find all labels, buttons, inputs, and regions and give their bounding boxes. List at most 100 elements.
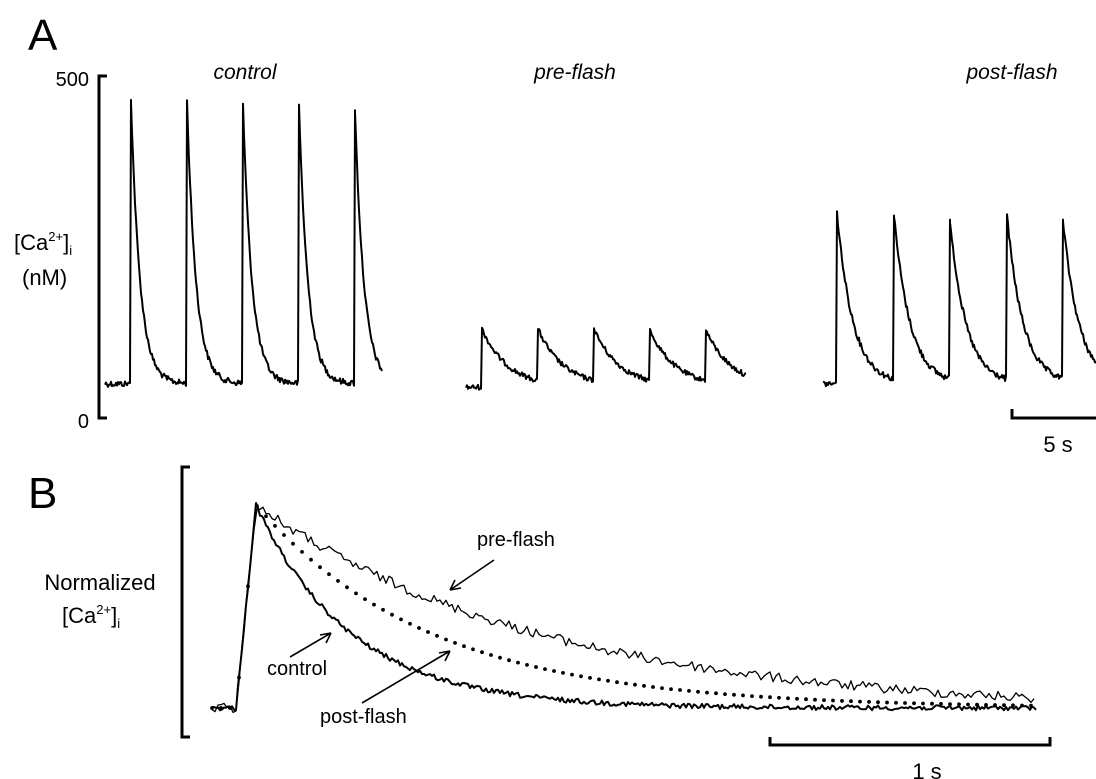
panel-b-control-point	[894, 700, 898, 705]
panel-b-control-point	[399, 617, 403, 622]
panel-b-control-point	[336, 579, 340, 583]
panel-a-title-control: control	[213, 61, 277, 84]
panel-b-control-point	[804, 697, 808, 702]
panel-b-control-point	[669, 687, 673, 691]
panel-b-control-point	[714, 691, 718, 696]
panel-b-arrow-post-flash	[361, 650, 451, 704]
panel-b-control-point	[264, 514, 268, 519]
panel-a-ylabel: [Ca2+]i	[14, 229, 72, 258]
panel-b-control-point	[768, 695, 772, 700]
panel-b-control-point	[453, 641, 457, 645]
panel-b-control-point	[840, 699, 844, 703]
panel-b-control-point	[273, 524, 277, 528]
panel-b-control-point	[642, 684, 646, 688]
panel-b-control-point	[588, 676, 592, 680]
panel-b-control-point	[354, 591, 358, 596]
panel-a-letter: A	[28, 11, 58, 60]
panel-b-control-point	[525, 663, 529, 667]
panel-b-control-point	[561, 671, 565, 675]
panel-b-control-point	[795, 696, 799, 701]
panel-b-control-point	[579, 674, 583, 679]
panel-b-control-point	[678, 688, 682, 692]
panel-b-arrow-control	[289, 632, 332, 658]
panel-b-control-point	[858, 699, 862, 704]
panel-b-control-point	[813, 697, 817, 702]
panel-b-control-point	[606, 678, 610, 683]
panel-b-control-point	[732, 692, 736, 697]
panel-a-trace-pre-flash	[465, 326, 747, 391]
panel-a-title-post-flash: post-flash	[965, 61, 1057, 84]
panel-b-control-point	[975, 702, 979, 707]
panel-b-control-point	[957, 702, 961, 707]
panel-b-control-point	[444, 637, 448, 642]
panel-b-control-point	[210, 706, 214, 710]
panel-b-control-point	[876, 700, 880, 705]
panel-b-control-point	[885, 700, 889, 705]
panel-b-control-point	[408, 621, 412, 626]
panel-b-label-control: control	[267, 658, 327, 680]
panel-b-control-point	[903, 701, 907, 705]
panel-b-control-point	[948, 702, 952, 707]
panel-b-control-point	[912, 701, 916, 706]
panel-b-control-point	[705, 690, 709, 695]
panel-b-trace-control	[210, 504, 1033, 710]
panel-b-control-point	[345, 585, 349, 590]
panel-b-control-point	[372, 602, 376, 607]
panel-b-control-point	[363, 597, 367, 601]
panel-b-control-point	[318, 565, 322, 570]
panel-b-control-point	[786, 696, 790, 701]
panel-b-control-point	[570, 672, 574, 677]
panel-b-y-bracket	[180, 465, 190, 739]
panel-b-control-point	[759, 694, 763, 699]
panel-a-title-pre-flash: pre-flash	[533, 61, 616, 84]
panel-b-control-point	[777, 695, 781, 700]
panel-b-control-point	[723, 692, 727, 696]
panel-b-arrow-pre-flash	[449, 559, 495, 591]
panel-b-control-point	[651, 685, 655, 689]
panel-b-control-point	[1029, 703, 1033, 708]
panel-b-control-point	[309, 557, 313, 562]
panel-b-control-point	[516, 660, 520, 665]
panel-b-trace-pre-flash	[211, 506, 1035, 714]
panel-b-control-point	[489, 653, 493, 657]
panel-b-control-point	[1002, 703, 1006, 708]
panel-b-control-point	[390, 612, 394, 617]
panel-b-control-point	[327, 572, 331, 577]
panel-b-control-point	[381, 607, 385, 612]
panel-b-control-point	[831, 698, 835, 703]
panel-b-label-pre-flash: pre-flash	[477, 529, 555, 551]
panel-b-control-point	[687, 689, 691, 693]
panel-a-ytick-500: 500	[56, 69, 89, 91]
panel-b-control-point	[435, 633, 439, 638]
panel-b-label-post-flash: post-flash	[320, 706, 407, 728]
panel-b-control-point	[246, 584, 250, 589]
panel-b-control-point	[552, 669, 556, 673]
panel-b-ylabel-line2: [Ca2+]i	[62, 602, 120, 631]
panel-b-scale-bar	[768, 737, 1052, 747]
panel-b-control-point	[228, 706, 232, 710]
panel-b-control-point	[867, 700, 871, 704]
panel-b-control-point	[507, 658, 511, 663]
panel-b-control-point	[291, 541, 295, 546]
panel-b-control-point	[1011, 703, 1015, 708]
panel-b-control-point	[300, 550, 304, 554]
panel-b-control-point	[633, 682, 637, 687]
panel-b: B Normalized [Ca2+]i pre-flash control p…	[28, 465, 1052, 779]
panel-b-control-point	[615, 680, 619, 685]
panel-a-ytick-0: 0	[78, 411, 89, 433]
panel-b-control-point	[255, 504, 259, 509]
panel-b-control-point	[696, 689, 700, 694]
panel-b-control-point	[966, 702, 970, 707]
panel-b-control-point	[741, 693, 745, 698]
panel-b-control-point	[849, 699, 853, 704]
panel-b-control-point	[543, 667, 547, 671]
panel-b-control-point	[462, 644, 466, 649]
panel-a-scale-bar	[1010, 409, 1096, 420]
panel-b-ylabel-line1: Normalized	[44, 570, 155, 595]
panel-b-control-point	[282, 533, 286, 537]
panel-b-control-point	[480, 650, 484, 655]
panel-b-control-point	[1020, 703, 1024, 708]
panel-b-control-point	[417, 626, 421, 630]
panel-b-control-point	[471, 647, 475, 652]
